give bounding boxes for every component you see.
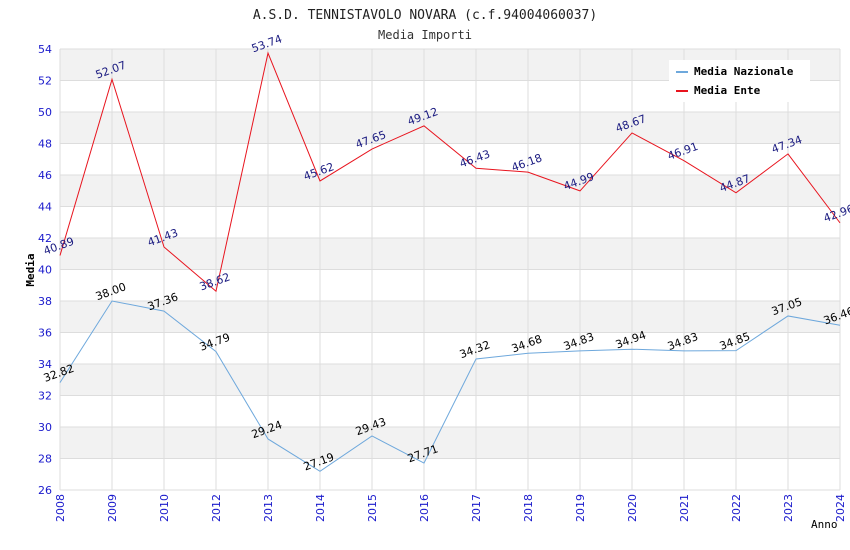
series-lines	[59, 51, 841, 472]
data-label: 46.18	[510, 151, 544, 174]
legend-label-ente: Media Ente	[694, 84, 761, 97]
x-tick-label: 2013	[262, 494, 275, 522]
data-label: 34.68	[510, 333, 544, 356]
data-label: 34.83	[666, 330, 700, 353]
legend: Media Nazionale Media Ente	[669, 60, 810, 102]
y-tick-label: 44	[38, 201, 52, 214]
y-tick-label: 32	[38, 390, 52, 403]
legend-box	[669, 60, 810, 102]
legend-label-nazionale: Media Nazionale	[694, 65, 794, 78]
data-label: 38.00	[94, 280, 128, 303]
y-tick-label: 42	[38, 232, 52, 245]
y-axis-ticks: 26 28 30 32 34 36 38 40 42 44 46 48 50 52 54	[38, 43, 52, 497]
y-tick-label: 38	[38, 295, 52, 308]
y-tick-label: 34	[38, 358, 52, 371]
grid-bands	[60, 48, 840, 491]
chart-title: A.S.D. TENNISTAVOLO NOVARA (c.f.94004060…	[253, 8, 597, 23]
x-tick-label: 2018	[522, 494, 535, 522]
grid-band	[60, 112, 840, 144]
vertical-gridlines	[59, 49, 841, 490]
x-tick-label: 2012	[210, 494, 223, 522]
y-tick-label: 36	[38, 327, 52, 340]
y-tick-label: 46	[38, 169, 52, 182]
x-tick-label: 2022	[730, 494, 743, 522]
y-tick-label: 26	[38, 484, 52, 497]
series-line-nazionale	[59, 300, 841, 472]
grid-band	[60, 175, 840, 207]
y-tick-label: 54	[38, 43, 52, 56]
y-tick-label: 40	[38, 264, 52, 277]
series-line-ente	[59, 51, 841, 293]
x-tick-label: 2015	[366, 494, 379, 522]
x-axis-label: Anno	[811, 518, 838, 531]
x-tick-label: 2019	[574, 494, 587, 522]
x-tick-label: 2009	[106, 494, 119, 522]
chart-subtitle: Media Importi	[378, 28, 472, 42]
y-tick-label: 50	[38, 106, 52, 119]
data-label: 34.83	[562, 330, 596, 353]
data-label: 34.85	[718, 330, 752, 353]
grid-band	[60, 238, 840, 270]
x-tick-label: 2010	[158, 494, 171, 522]
grid-band	[60, 364, 840, 396]
x-axis-ticks: 2008 2009 2010 2012 2013 2014 2015 2016 2017 2018…	[54, 494, 847, 522]
x-tick-label: 2024	[834, 494, 847, 522]
x-tick-label: 2016	[418, 494, 431, 522]
x-tick-label: 2020	[626, 494, 639, 522]
x-tick-label: 2008	[54, 494, 67, 522]
y-tick-label: 52	[38, 75, 52, 88]
y-axis-label: Media	[24, 253, 37, 286]
x-tick-label: 2023	[782, 494, 795, 522]
grid-band	[60, 427, 840, 459]
y-tick-label: 30	[38, 421, 52, 434]
x-tick-label: 2014	[314, 494, 327, 522]
x-tick-label: 2021	[678, 494, 691, 522]
y-tick-label: 28	[38, 453, 52, 466]
y-tick-label: 48	[38, 138, 52, 151]
grid-band	[60, 301, 840, 333]
x-tick-label: 2017	[470, 494, 483, 522]
